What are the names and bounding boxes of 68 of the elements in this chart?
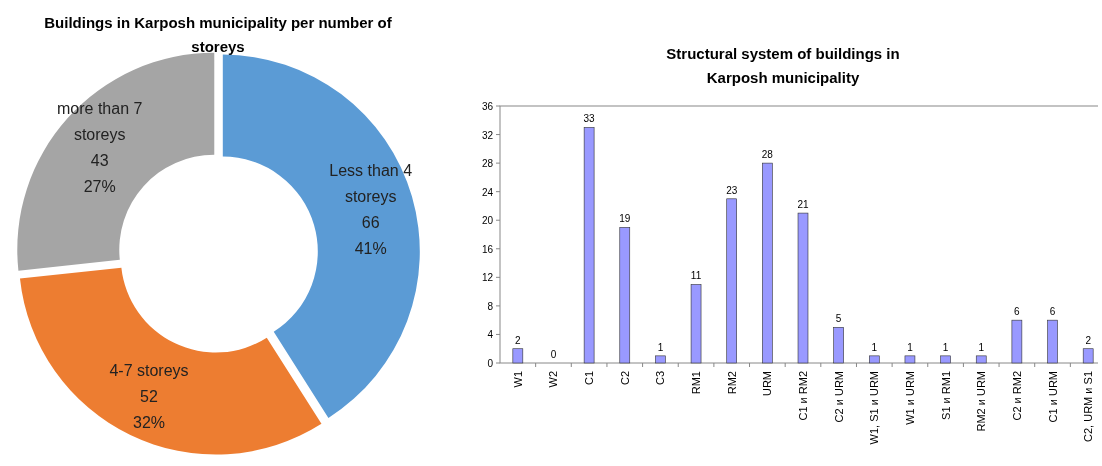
- data-label: 2: [1085, 334, 1092, 346]
- data-label: 1: [942, 341, 949, 353]
- bar: [1011, 319, 1023, 364]
- x-tick-label: RM1: [690, 371, 703, 395]
- bar: [690, 284, 702, 364]
- x-tick-label: C2 и URM: [832, 371, 845, 423]
- data-label: 6: [1014, 306, 1021, 318]
- y-tick-label: 12: [481, 272, 494, 284]
- slice-label: 4-7 storeys: [109, 362, 189, 380]
- bar: [940, 355, 951, 364]
- bar: [1082, 348, 1094, 364]
- x-tick-label: RM2: [725, 371, 738, 395]
- x-tick-label: C1 и URM: [1046, 371, 1059, 423]
- x-tick-label: RM2 и URM: [975, 371, 988, 432]
- y-tick-label: 4: [487, 329, 494, 341]
- bar: [583, 127, 595, 364]
- data-label: 5: [835, 313, 842, 325]
- y-tick-label: 36: [481, 101, 494, 112]
- bar: [975, 355, 987, 364]
- bar: [1047, 319, 1058, 364]
- x-tick-label: C2 и RM2: [1010, 371, 1023, 421]
- data-label: 2: [515, 334, 522, 346]
- bar: [904, 355, 916, 364]
- chart-title: Buildings in Karposh municipality per number of storeys: [44, 14, 393, 55]
- y-tick-label: 20: [481, 215, 494, 227]
- data-label: 11: [690, 270, 702, 282]
- x-tick-label: C3: [654, 371, 667, 386]
- data-label: 1: [907, 341, 914, 353]
- x-tick-label: C1 и RM2: [797, 371, 809, 421]
- y-tick-label: 8: [487, 300, 494, 312]
- data-label: 23: [726, 184, 738, 196]
- data-label: 6: [1049, 306, 1056, 318]
- data-label: 28: [761, 149, 774, 161]
- y-tick-label: 32: [481, 129, 494, 141]
- data-label: 1: [978, 341, 985, 353]
- chart-title: Structural system of buildings in Karposh municipality: [666, 45, 900, 86]
- bar: [762, 162, 773, 364]
- x-tick-label: W1 и URM: [903, 371, 916, 425]
- x-tick-label: W1, S1 и URM: [868, 371, 881, 445]
- y-tick-label: 24: [481, 186, 494, 198]
- bar: [512, 348, 524, 364]
- slice-label: Less than 4 storeys: [329, 161, 413, 205]
- bar: [797, 212, 809, 364]
- y-tick-label: 28: [481, 158, 494, 170]
- x-tick-label: W1: [511, 371, 524, 388]
- y-tick-label: 16: [481, 243, 494, 255]
- x-tick-label: C2, URM и S1: [1082, 371, 1095, 442]
- bar: [869, 355, 880, 364]
- data-label: 1: [871, 341, 878, 353]
- data-label: 1: [657, 341, 664, 353]
- bar: [833, 327, 844, 364]
- x-tick-label: S1 и RM1: [939, 371, 952, 420]
- y-tick-label: 0: [487, 358, 494, 369]
- data-label: 19: [619, 213, 631, 225]
- data-label: 66 41%: [354, 213, 387, 257]
- data-label: 33: [583, 113, 596, 125]
- x-tick-label: C2: [618, 371, 631, 386]
- bar: [726, 198, 737, 364]
- data-label: 21: [797, 199, 809, 211]
- data-label: 0: [550, 349, 557, 360]
- x-tick-label: W2: [547, 371, 560, 388]
- slice-label: more than 7 storeys: [57, 99, 143, 143]
- data-label: 43 27%: [83, 151, 116, 195]
- data-label: 52 32%: [133, 388, 166, 432]
- x-tick-label: C1: [583, 371, 596, 386]
- x-tick-label: URM: [761, 371, 774, 397]
- bar: [655, 355, 666, 364]
- bar: [619, 227, 631, 364]
